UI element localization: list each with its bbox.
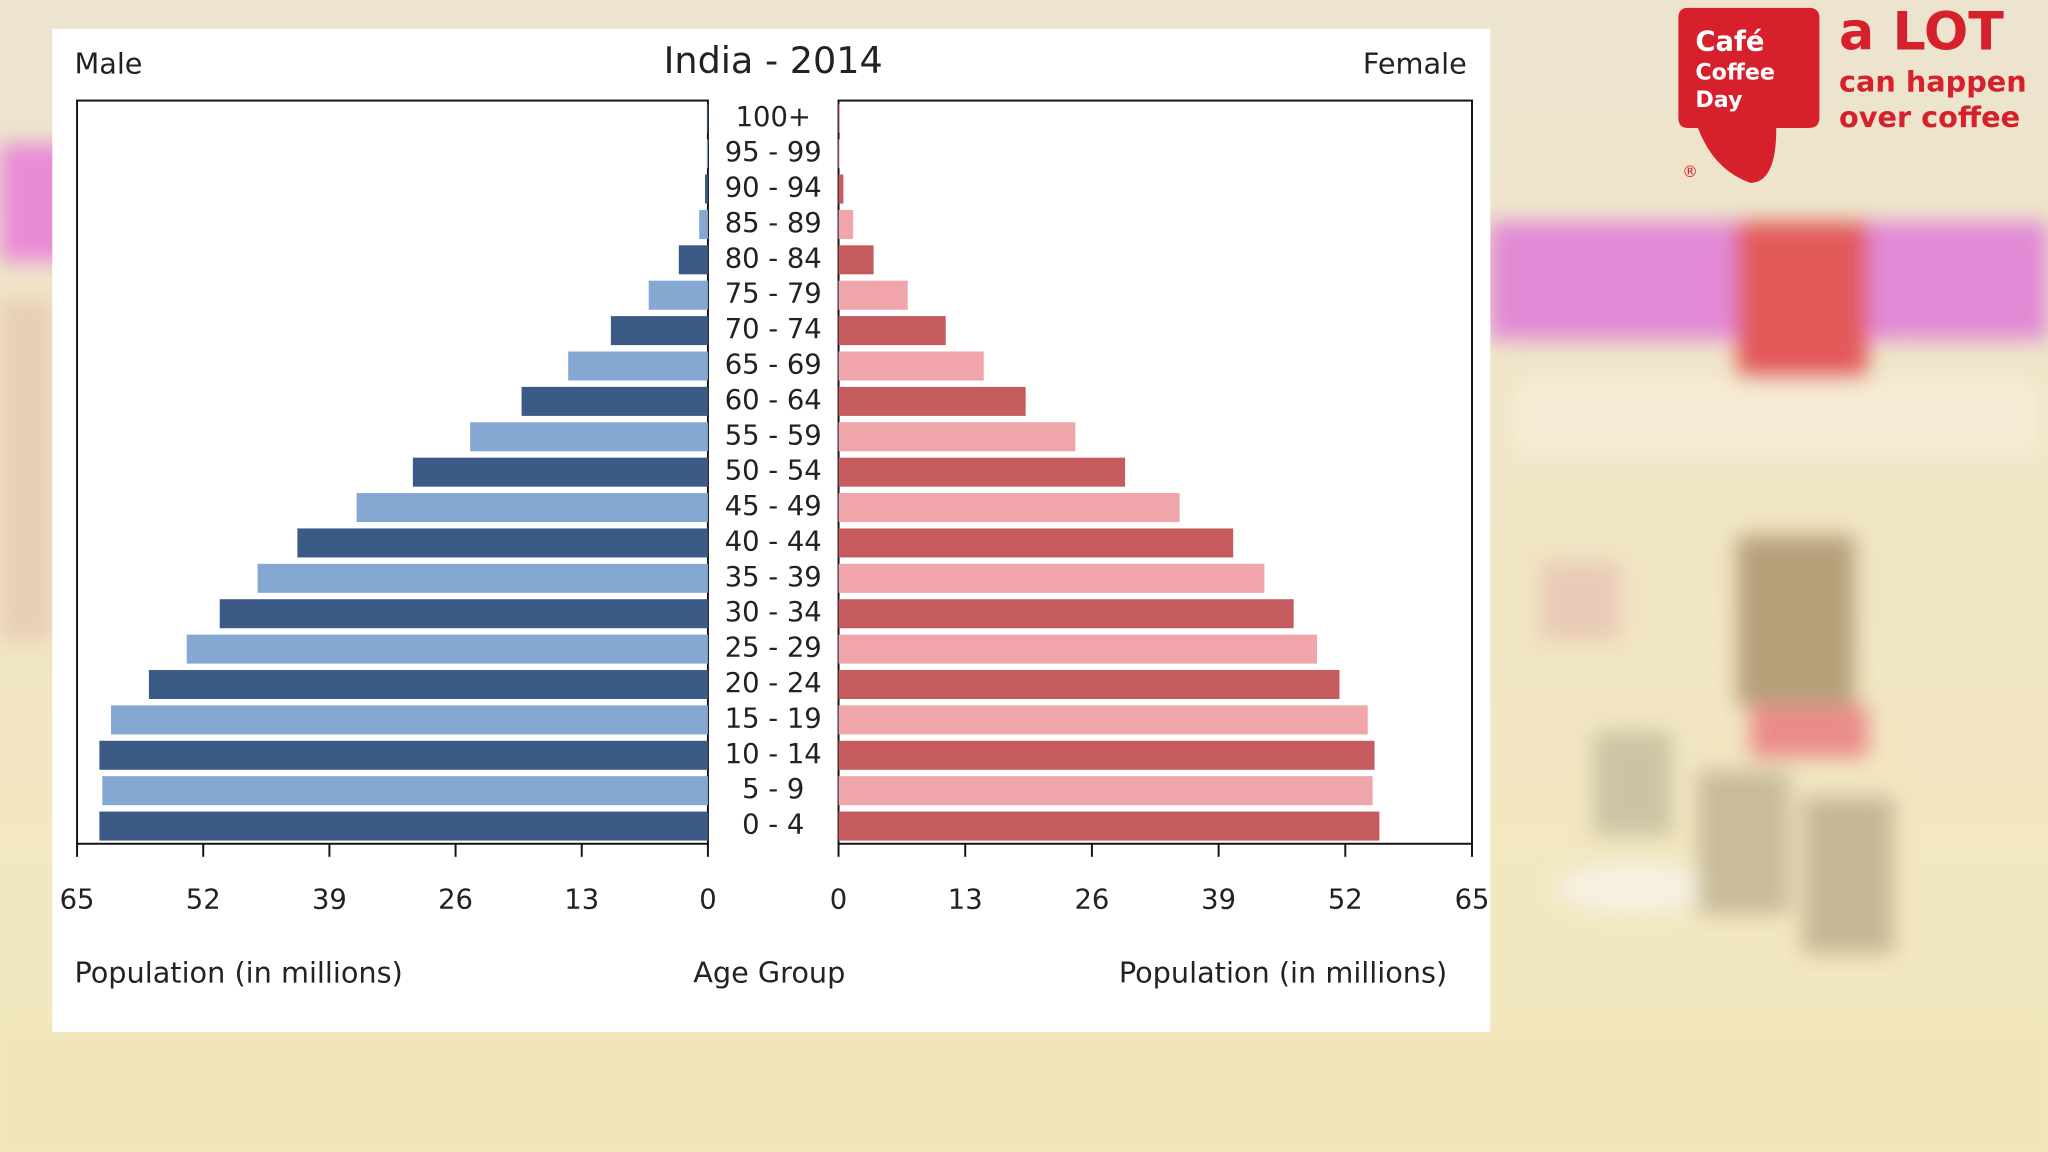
x-tick-label: 13 — [564, 885, 599, 916]
y-tick-label: 95 - 99 — [725, 137, 822, 168]
y-tick-label: 0 - 4 — [742, 810, 804, 841]
bar — [706, 103, 708, 133]
y-tick-label: 25 - 29 — [725, 633, 822, 664]
y-tick-label: 35 - 39 — [725, 562, 822, 593]
bar — [838, 811, 1380, 841]
bar — [838, 280, 908, 310]
bar — [838, 528, 1234, 558]
bar — [838, 493, 1180, 523]
x-tick-label: 65 — [1455, 885, 1490, 916]
bar — [186, 634, 708, 664]
bar — [470, 422, 708, 452]
x-tick-label: 13 — [948, 885, 983, 916]
y-tick-label: 30 - 34 — [725, 597, 822, 628]
bar — [838, 103, 840, 133]
bar — [838, 174, 844, 204]
x-tick-label: 39 — [312, 885, 347, 916]
y-tick-label: 10 - 14 — [725, 739, 822, 770]
logo-mark: ® — [1682, 162, 1698, 181]
bar — [257, 563, 708, 593]
logo-brand: Day — [1695, 87, 1743, 113]
y-tick-label: 60 - 64 — [725, 385, 822, 416]
bar — [838, 563, 1265, 593]
y-tick-label: 15 - 19 — [725, 703, 822, 734]
bar — [706, 139, 708, 169]
bar — [148, 669, 708, 700]
y-tick-label: 50 - 54 — [725, 456, 822, 487]
x-tick-label: 26 — [1074, 885, 1109, 916]
logo-tagline: can happen — [1839, 65, 2027, 99]
bar — [111, 705, 708, 735]
bar — [219, 599, 708, 629]
y-axis-title: Age Group — [693, 955, 845, 989]
y-tick-label: 70 - 74 — [725, 314, 822, 345]
bar — [838, 669, 1340, 700]
y-tick-label: 100+ — [736, 102, 811, 133]
bar — [838, 245, 874, 275]
y-tick-label: 20 - 24 — [725, 668, 822, 699]
bar — [412, 457, 708, 487]
x-tick-label: 0 — [699, 885, 716, 916]
bar — [838, 422, 1076, 452]
bar — [838, 316, 946, 346]
bar — [99, 811, 708, 841]
bar — [648, 280, 708, 310]
chart-panel — [52, 28, 1491, 1032]
y-tick-label: 65 - 69 — [725, 349, 822, 380]
x-tick-label: 39 — [1201, 885, 1236, 916]
bar — [838, 457, 1126, 487]
bar — [838, 634, 1318, 664]
bar — [678, 245, 708, 275]
bar — [521, 386, 708, 416]
logo-tagline: over coffee — [1839, 100, 2020, 134]
bar — [838, 740, 1375, 770]
bar — [99, 740, 708, 770]
y-tick-label: 75 - 79 — [725, 279, 822, 310]
y-tick-label: 55 - 59 — [725, 420, 822, 451]
bar — [102, 776, 708, 806]
y-tick-label: 80 - 84 — [725, 243, 822, 274]
bar — [568, 351, 708, 381]
x-tick-label: 52 — [1328, 885, 1363, 916]
y-tick-label: 45 - 49 — [725, 491, 822, 522]
bar — [705, 174, 708, 204]
bar — [610, 316, 708, 346]
bar — [838, 209, 854, 239]
bar — [838, 599, 1294, 629]
x-tick-label: 52 — [186, 885, 221, 916]
background-photo — [0, 143, 2048, 1152]
bar — [838, 139, 840, 169]
x-axis-title: Population (in millions) — [1119, 955, 1447, 989]
legend-left: Male — [74, 46, 142, 80]
bar — [838, 351, 984, 381]
y-tick-label: 40 - 44 — [725, 526, 822, 557]
chart-title: India - 2014 — [664, 39, 883, 82]
bar — [838, 386, 1026, 416]
y-tick-label: 90 - 94 — [725, 173, 822, 204]
logo: Café Coffee Day ® a LOT can happen over … — [1678, 2, 2027, 183]
logo-brand: Café — [1695, 27, 1764, 58]
logo-brand: Coffee — [1695, 60, 1775, 86]
y-tick-label: 5 - 9 — [742, 774, 804, 805]
x-tick-label: 26 — [438, 885, 473, 916]
x-axis-title: Population (in millions) — [74, 955, 402, 989]
legend-right: Female — [1363, 46, 1467, 80]
bar — [838, 705, 1368, 735]
bar — [356, 493, 708, 523]
y-tick-label: 85 - 89 — [725, 208, 822, 239]
bar — [699, 209, 708, 239]
x-tick-label: 65 — [60, 885, 95, 916]
x-tick-label: 0 — [830, 885, 847, 916]
logo-tagline: a LOT — [1839, 2, 2004, 62]
logo-badge — [1678, 7, 1820, 183]
bar — [297, 528, 708, 558]
bar — [838, 776, 1373, 806]
